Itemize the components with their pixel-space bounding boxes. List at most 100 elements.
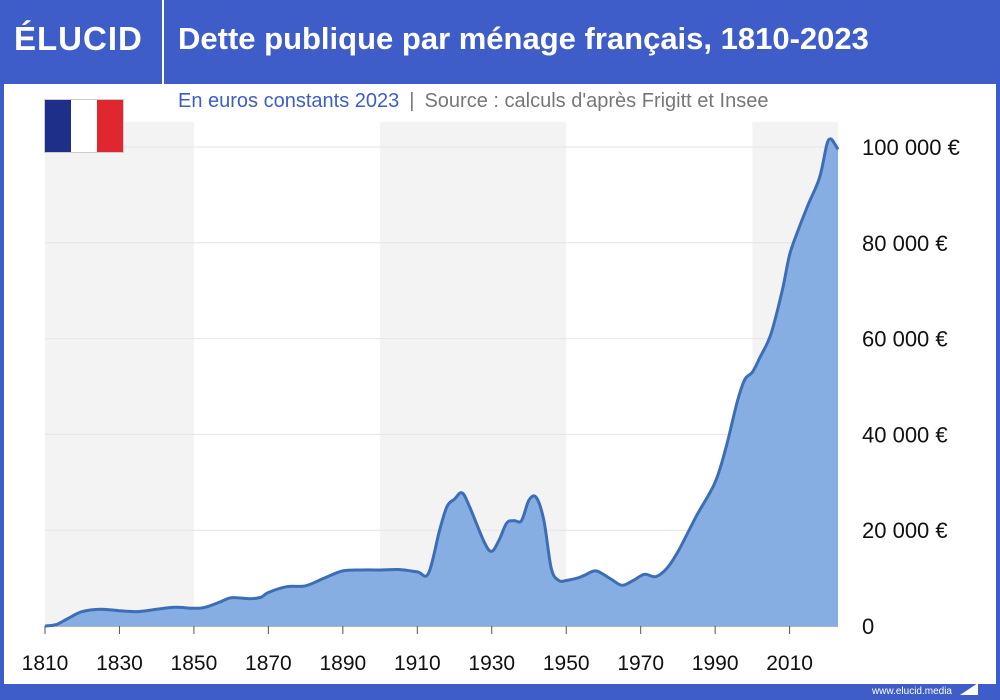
- data-point-2020: [825, 143, 829, 147]
- data-point-1913: [426, 571, 430, 575]
- data-point-1940: [527, 498, 531, 502]
- data-point-1942: [534, 496, 538, 500]
- data-point-1875: [285, 585, 289, 589]
- y-tick-label-80000: 80 000 €: [862, 231, 948, 256]
- data-point-1924: [467, 504, 471, 508]
- data-point-1820: [80, 610, 84, 614]
- data-point-1853: [203, 605, 207, 609]
- data-point-1905: [397, 567, 401, 571]
- data-point-2000: [750, 370, 754, 374]
- france-flag-icon: [45, 100, 123, 152]
- data-point-2022: [832, 141, 836, 145]
- data-point-1936: [512, 519, 516, 523]
- data-point-1825: [99, 607, 103, 611]
- data-point-1900: [378, 568, 382, 572]
- data-point-1938: [520, 519, 524, 523]
- y-tick-label-20000: 20 000 €: [862, 518, 948, 543]
- data-point-1835: [136, 610, 140, 614]
- y-tick-label-100000: 100 000 €: [862, 135, 960, 160]
- data-point-1958: [594, 569, 598, 573]
- data-point-1816: [65, 617, 69, 621]
- data-point-1813: [54, 623, 58, 627]
- unit-label: En euros constants 2023: [178, 90, 400, 112]
- data-point-1850: [192, 606, 196, 610]
- data-point-1922: [460, 491, 464, 495]
- data-point-1918: [445, 504, 449, 508]
- data-point-1930: [490, 549, 494, 553]
- x-tick-label-1810: 1810: [22, 652, 69, 675]
- data-point-1993: [724, 444, 728, 448]
- x-tick-label-1910: 1910: [394, 652, 441, 675]
- data-point-1950: [564, 578, 568, 582]
- data-point-2005: [769, 332, 773, 336]
- data-point-2023: [836, 147, 840, 151]
- x-tick-label-1950: 1950: [543, 652, 590, 675]
- data-point-1962: [609, 577, 613, 581]
- data-point-1971: [642, 572, 646, 576]
- data-point-1840: [155, 607, 159, 611]
- data-point-1895: [359, 568, 363, 572]
- data-point-1885: [322, 576, 326, 580]
- data-point-1928: [482, 540, 486, 544]
- y-tick-label-40000: 40 000 €: [862, 422, 948, 447]
- x-tick-label-1870: 1870: [245, 652, 292, 675]
- data-point-1830: [117, 609, 121, 613]
- chart-title: Dette publique par ménage français, 1810…: [178, 21, 869, 56]
- data-point-1985: [695, 514, 699, 518]
- data-point-1932: [497, 538, 501, 542]
- x-axis-ticks: 1810 1830 1850 1870 1890 1910 1930 1950 1970 1990…: [22, 626, 813, 675]
- x-tick-label-1990: 1990: [692, 652, 739, 675]
- data-point-1934: [505, 521, 509, 525]
- data-point-1948: [557, 578, 561, 582]
- data-point-1920: [453, 497, 457, 501]
- data-point-1845: [173, 605, 177, 609]
- data-point-1990: [713, 480, 717, 484]
- data-point-1968: [631, 578, 635, 582]
- header-bar: ÉLUCID Dette publique par ménage françai…: [0, 0, 1000, 84]
- data-point-1865: [248, 597, 252, 601]
- data-point-1977: [665, 567, 669, 571]
- data-point-2021: [829, 137, 833, 141]
- y-tick-label-0: 0: [862, 614, 874, 639]
- data-point-1860: [229, 596, 233, 600]
- debt-line: [44, 137, 840, 628]
- data-point-2012: [795, 231, 799, 235]
- source-label: Source : calculs d'après Frigitt et Inse…: [424, 90, 769, 112]
- data-point-2018: [817, 176, 821, 180]
- x-tick-label-1890: 1890: [319, 652, 366, 675]
- data-point-1916: [438, 528, 442, 532]
- data-point-1965: [620, 583, 624, 587]
- subtitle-separator: |: [409, 90, 415, 112]
- x-tick-label-1930: 1930: [468, 652, 515, 675]
- chart-subtitle: En euros constants 2023 | Source : calculs…: [178, 90, 768, 113]
- data-point-1870: [266, 590, 270, 594]
- data-point-1974: [654, 575, 658, 579]
- data-point-1880: [304, 584, 308, 588]
- x-tick-label-1830: 1830: [96, 652, 143, 675]
- data-point-2010: [788, 253, 792, 257]
- data-point-1953: [575, 576, 579, 580]
- data-point-1946: [549, 567, 553, 571]
- x-tick-label-1970: 1970: [617, 652, 664, 675]
- data-point-1890: [341, 569, 345, 573]
- y-tick-label-60000: 60 000 €: [862, 327, 948, 352]
- data-point-1944: [542, 519, 546, 523]
- data-point-1998: [743, 377, 747, 381]
- shaded-band-0: [45, 122, 194, 626]
- data-point-1910: [415, 570, 419, 574]
- y-axis-ticks: 0 20 000 € 40 000 € 60 000 € 80 000 € 100 000…: [862, 135, 960, 639]
- data-point-1868: [259, 595, 263, 599]
- header-divider: [162, 0, 164, 84]
- x-tick-label-2010: 2010: [766, 652, 813, 675]
- website-footer[interactable]: www.elucid.media: [871, 686, 952, 697]
- elucid-logo: ÉLUCID: [14, 20, 143, 57]
- data-point-2002: [758, 356, 762, 360]
- data-point-2015: [806, 202, 810, 206]
- data-point-2008: [780, 289, 784, 293]
- data-point-1996: [735, 399, 739, 403]
- data-point-1857: [218, 600, 222, 604]
- x-tick-label-1850: 1850: [171, 652, 218, 675]
- data-point-1955: [583, 573, 587, 577]
- data-point-1980: [676, 550, 680, 554]
